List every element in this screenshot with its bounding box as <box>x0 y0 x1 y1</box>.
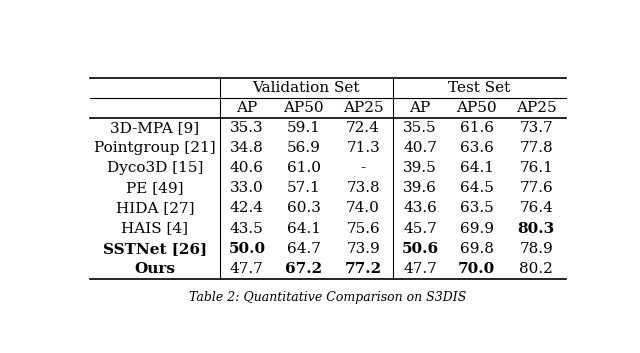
Text: 70.0: 70.0 <box>458 262 495 276</box>
Text: 43.6: 43.6 <box>403 202 437 215</box>
Text: 39.5: 39.5 <box>403 161 437 175</box>
Text: 72.4: 72.4 <box>346 121 380 135</box>
Text: 35.3: 35.3 <box>230 121 264 135</box>
Text: 50.6: 50.6 <box>401 242 438 256</box>
Text: Dyco3D [15]: Dyco3D [15] <box>107 161 203 175</box>
Text: 56.9: 56.9 <box>287 141 321 155</box>
Text: 80.3: 80.3 <box>518 222 555 235</box>
Text: Ours: Ours <box>134 262 175 276</box>
Text: SSTNet [26]: SSTNet [26] <box>103 242 207 256</box>
Text: 3D-MPA [9]: 3D-MPA [9] <box>110 121 200 135</box>
Text: 40.7: 40.7 <box>403 141 437 155</box>
Text: 39.6: 39.6 <box>403 181 437 195</box>
Text: 61.0: 61.0 <box>287 161 321 175</box>
Text: 57.1: 57.1 <box>287 181 321 195</box>
Text: -: - <box>360 161 365 175</box>
Text: HIDA [27]: HIDA [27] <box>116 202 194 215</box>
Text: 60.3: 60.3 <box>287 202 321 215</box>
Text: 64.1: 64.1 <box>460 161 494 175</box>
Text: 71.3: 71.3 <box>346 141 380 155</box>
Text: Pointgroup [21]: Pointgroup [21] <box>94 141 216 155</box>
Text: AP: AP <box>236 101 257 115</box>
Text: 67.2: 67.2 <box>285 262 322 276</box>
Text: 63.6: 63.6 <box>460 141 493 155</box>
Text: 80.2: 80.2 <box>520 262 553 276</box>
Text: PE [49]: PE [49] <box>126 181 184 195</box>
Text: 61.6: 61.6 <box>460 121 494 135</box>
Text: 59.1: 59.1 <box>287 121 321 135</box>
Text: 64.5: 64.5 <box>460 181 493 195</box>
Text: 34.8: 34.8 <box>230 141 264 155</box>
Text: 43.5: 43.5 <box>230 222 264 235</box>
Text: 73.9: 73.9 <box>346 242 380 256</box>
Text: 76.4: 76.4 <box>520 202 553 215</box>
Text: 74.0: 74.0 <box>346 202 380 215</box>
Text: 42.4: 42.4 <box>230 202 264 215</box>
Text: AP50: AP50 <box>456 101 497 115</box>
Text: 33.0: 33.0 <box>230 181 264 195</box>
Text: AP25: AP25 <box>343 101 383 115</box>
Text: AP50: AP50 <box>284 101 324 115</box>
Text: 45.7: 45.7 <box>403 222 437 235</box>
Text: HAIS [4]: HAIS [4] <box>122 222 188 235</box>
Text: 40.6: 40.6 <box>230 161 264 175</box>
Text: 69.9: 69.9 <box>460 222 494 235</box>
Text: 63.5: 63.5 <box>460 202 493 215</box>
Text: Test Set: Test Set <box>449 81 511 95</box>
Text: 77.2: 77.2 <box>344 262 381 276</box>
Text: 47.7: 47.7 <box>230 262 264 276</box>
Text: Table 2: Quantitative Comparison on S3DIS: Table 2: Quantitative Comparison on S3DI… <box>189 291 467 304</box>
Text: 77.6: 77.6 <box>520 181 553 195</box>
Text: AP25: AP25 <box>516 101 557 115</box>
Text: 50.0: 50.0 <box>228 242 266 256</box>
Text: 64.1: 64.1 <box>287 222 321 235</box>
Text: 47.7: 47.7 <box>403 262 437 276</box>
Text: 64.7: 64.7 <box>287 242 321 256</box>
Text: 35.5: 35.5 <box>403 121 436 135</box>
Text: 73.8: 73.8 <box>346 181 380 195</box>
Text: 69.8: 69.8 <box>460 242 493 256</box>
Text: AP: AP <box>410 101 431 115</box>
Text: 75.6: 75.6 <box>346 222 380 235</box>
Text: 73.7: 73.7 <box>520 121 553 135</box>
Text: Validation Set: Validation Set <box>253 81 360 95</box>
Text: 76.1: 76.1 <box>520 161 553 175</box>
Text: 78.9: 78.9 <box>520 242 553 256</box>
Text: 77.8: 77.8 <box>520 141 553 155</box>
